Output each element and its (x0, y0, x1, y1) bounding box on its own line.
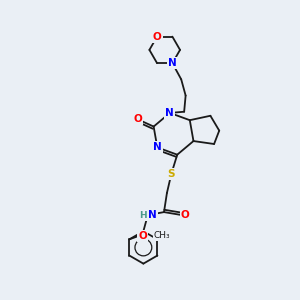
Text: N: N (153, 142, 162, 152)
Text: O: O (133, 114, 142, 124)
Text: N: N (148, 210, 157, 220)
Text: O: O (181, 210, 190, 220)
Text: CH₃: CH₃ (154, 231, 170, 240)
Text: S: S (168, 169, 175, 179)
Text: H: H (140, 211, 147, 220)
Text: O: O (139, 231, 147, 241)
Text: N: N (168, 58, 177, 68)
Text: O: O (153, 32, 161, 42)
Text: N: N (166, 108, 174, 118)
